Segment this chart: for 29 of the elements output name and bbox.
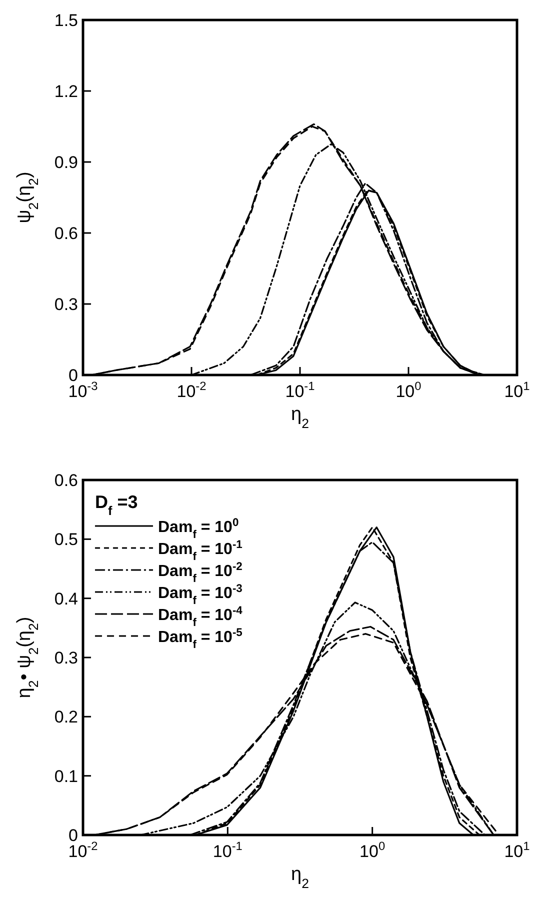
x-axis-title: η$_{2}$	[291, 404, 309, 430]
legend-label: Dam$_{f}$ = 10$^{-5}$	[158, 627, 242, 651]
y-tick-label: 0.3	[54, 295, 78, 314]
y-tick-label: 0.6	[54, 224, 78, 243]
y-tick-label: 0.4	[54, 589, 78, 608]
y-tick-label: 0.6	[54, 471, 78, 490]
y-tick-label: 0.5	[54, 530, 78, 550]
legend-label: Dam$_{f}$ = 10$^{0}$	[158, 517, 239, 541]
x-tick-label: 10$^{-1}$	[285, 379, 316, 401]
x-axis-title: η$_{2}$	[291, 864, 309, 890]
x-tick-label: 10$^{1}$	[504, 839, 530, 861]
legend-label: Dam$_{f}$ = 10$^{-2}$	[158, 561, 242, 585]
legend-label: Dam$_{f}$ = 10$^{-4}$	[158, 605, 244, 629]
x-tick-label: 10$^{0}$	[396, 379, 422, 401]
y-tick-label: 0.9	[54, 153, 78, 172]
legend-label: Dam$_{f}$ = 10$^{-3}$	[158, 583, 242, 607]
y-tick-label: 0	[68, 366, 78, 385]
x-tick-label: 10$^{0}$	[360, 839, 386, 861]
y-tick-label: 0	[68, 826, 78, 845]
y-tick-label: 1.5	[54, 11, 78, 30]
y-tick-label: 0.2	[54, 708, 78, 727]
legend-label: Dam$_{f}$ = 10$^{-1}$	[158, 539, 242, 563]
x-tick-label: 10$^{-2}$	[176, 379, 207, 401]
x-tick-label: 10$^{-1}$	[212, 839, 243, 861]
y-tick-label: 0.3	[54, 648, 78, 668]
y-tick-label: 0.1	[54, 766, 78, 786]
y-tick-label: 1.2	[54, 82, 78, 101]
legend-title: D$_{f}$ =3	[95, 492, 138, 518]
x-tick-label: 10$^{1}$	[504, 379, 530, 401]
